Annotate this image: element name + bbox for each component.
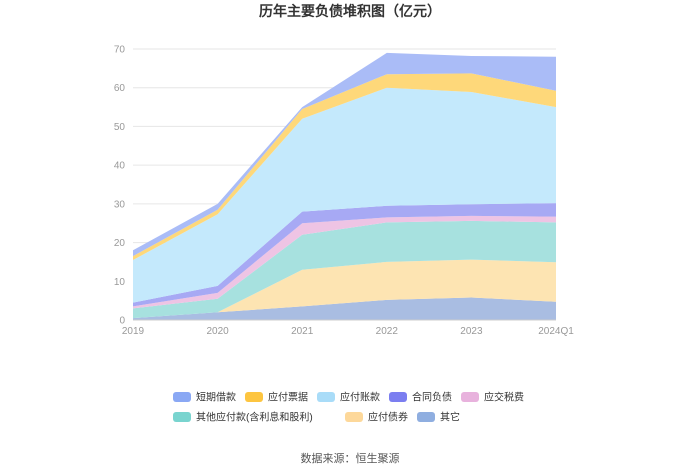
x-tick-label: 2023: [460, 326, 483, 337]
legend-label: 应付账款: [340, 391, 380, 404]
legend-swatch: [345, 412, 363, 422]
legend-swatch: [173, 412, 191, 422]
area-其它: [133, 297, 556, 320]
legend-label: 应交税费: [484, 391, 524, 404]
area-短期借款: [133, 52, 556, 257]
legend-label: 应付票据: [268, 391, 308, 404]
legend-swatch: [417, 412, 435, 422]
area-其他应付款(含利息和股利): [133, 220, 556, 319]
legend-item[interactable]: 其它: [417, 411, 460, 424]
x-tick-label: 2024Q1: [538, 326, 574, 337]
y-tick-label: 10: [114, 277, 126, 288]
legend-item[interactable]: 其他应付款(含利息和股利): [173, 411, 313, 424]
axis-layer: 0 10 20 30 40 50 60 70 2019 2020 2021 2022 2023 2024Q…: [114, 45, 574, 338]
area-应付债券: [133, 259, 556, 319]
legend-label: 短期借款: [196, 391, 236, 404]
legend-item[interactable]: 应付债券: [345, 411, 408, 424]
legend-item[interactable]: 短期借款: [173, 391, 236, 404]
y-tick-label: 60: [114, 83, 126, 94]
legend-label: 其他应付款(含利息和股利): [196, 411, 313, 424]
legend-swatch: [245, 392, 263, 402]
y-tick-label: 20: [114, 238, 126, 249]
y-tick-label: 70: [114, 45, 126, 56]
y-tick-label: 30: [114, 199, 126, 210]
area-合同负债: [133, 203, 556, 307]
legend-swatch: [461, 392, 479, 402]
legend-label: 应付债券: [368, 411, 408, 424]
chart-title: 历年主要负债堆积图（亿元）: [259, 3, 441, 19]
legend-label: 合同负债: [412, 391, 452, 404]
data-source: 数据来源：恒生聚源: [301, 451, 400, 465]
legend-swatch: [389, 392, 407, 402]
y-tick-label: 50: [114, 122, 126, 133]
y-tick-label: 0: [119, 316, 125, 327]
legend-item[interactable]: 应交税费: [461, 391, 524, 404]
x-tick-label: 2020: [206, 326, 229, 337]
x-tick-label: 2022: [376, 326, 399, 337]
legend-swatch: [173, 392, 191, 402]
x-tick-label: 2021: [291, 326, 314, 337]
area-应付票据: [133, 73, 556, 261]
legend-item[interactable]: 合同负债: [389, 391, 452, 404]
x-tick-label: 2019: [122, 326, 145, 337]
legend-swatch: [317, 392, 335, 402]
legend-item[interactable]: 应付票据: [245, 391, 308, 404]
y-tick-label: 40: [114, 161, 126, 172]
area-layer: [133, 52, 556, 320]
legend-item[interactable]: 应付账款: [317, 391, 380, 404]
legend-label: 其它: [440, 411, 460, 424]
area-应付账款: [133, 87, 556, 303]
